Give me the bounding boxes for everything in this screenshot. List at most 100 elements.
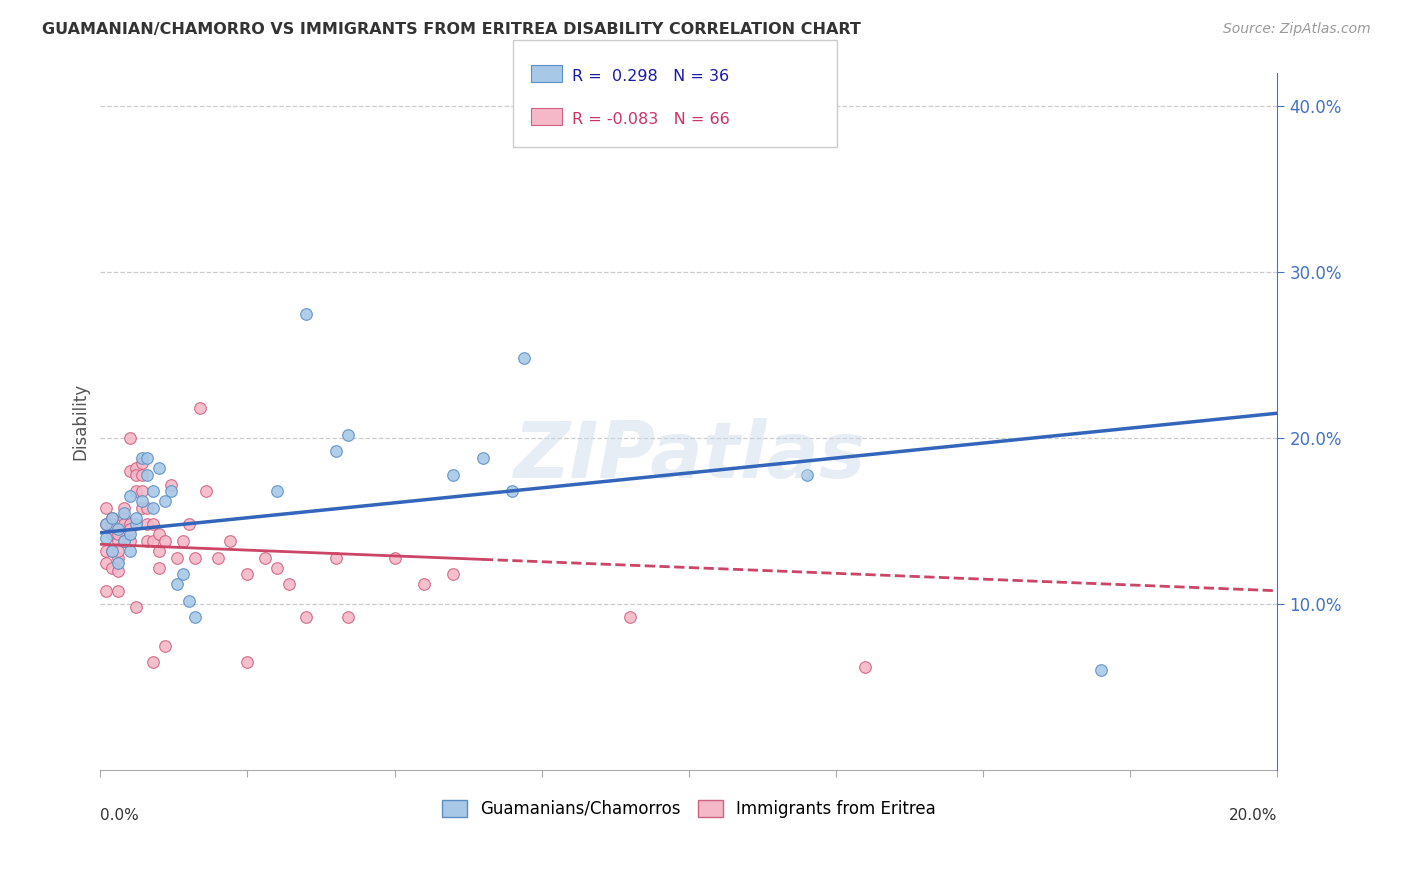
Text: GUAMANIAN/CHAMORRO VS IMMIGRANTS FROM ERITREA DISABILITY CORRELATION CHART: GUAMANIAN/CHAMORRO VS IMMIGRANTS FROM ER… [42,22,860,37]
Point [112,517,135,532]
Point [118,517,141,532]
Point [277,577,299,591]
Point [443,467,465,482]
Point [118,489,141,503]
Point [118,533,141,548]
Point [148,461,170,475]
Point [153,639,176,653]
Point [513,351,536,366]
Point [118,431,141,445]
Point [501,484,523,499]
Point [1090,664,1112,678]
Point [336,610,359,624]
Point [101,527,124,541]
Point [172,533,194,548]
Point [112,506,135,520]
Point [107,556,129,570]
Point [107,550,129,565]
Point [101,544,124,558]
Point [207,550,229,565]
Text: R =  0.298   N = 36: R = 0.298 N = 36 [572,69,730,84]
Point [443,567,465,582]
Point [101,517,124,532]
Point [96,544,118,558]
Point [190,401,212,416]
Point [325,550,347,565]
Legend: Guamanians/Chamorros, Immigrants from Eritrea: Guamanians/Chamorros, Immigrants from Er… [436,793,942,824]
Point [107,527,129,541]
Point [413,577,436,591]
Point [136,533,159,548]
Point [136,467,159,482]
Point [96,556,118,570]
Point [295,610,318,624]
Point [153,533,176,548]
Point [148,527,170,541]
Point [101,560,124,574]
Point [336,427,359,442]
Point [183,610,205,624]
Point [101,510,124,524]
Point [107,583,129,598]
Point [96,583,118,598]
Point [136,450,159,465]
Point [166,577,188,591]
Point [136,517,159,532]
Point [153,494,176,508]
Point [118,522,141,536]
Point [131,484,153,499]
Point [118,544,141,558]
Point [183,550,205,565]
Point [107,544,129,558]
Point [142,655,165,669]
Text: ZIPatlas: ZIPatlas [513,418,865,494]
Point [325,444,347,458]
Text: 0.0%: 0.0% [100,808,139,823]
Point [236,567,259,582]
Point [107,522,129,536]
Point [131,500,153,515]
Point [177,517,200,532]
Point [124,510,146,524]
Point [254,550,277,565]
Text: 20.0%: 20.0% [1229,808,1278,823]
Point [118,464,141,478]
Point [384,550,406,565]
Text: R = -0.083   N = 66: R = -0.083 N = 66 [572,112,730,128]
Point [131,456,153,470]
Point [112,533,135,548]
Point [471,450,494,465]
Point [124,467,146,482]
Point [160,484,183,499]
Text: Source: ZipAtlas.com: Source: ZipAtlas.com [1223,22,1371,37]
Point [131,450,153,465]
Point [172,567,194,582]
Point [101,544,124,558]
Point [124,461,146,475]
Point [195,484,218,499]
Point [619,610,641,624]
Point [118,527,141,541]
Point [218,533,240,548]
Point [166,550,188,565]
Point [131,467,153,482]
Point [160,477,183,491]
Point [96,531,118,545]
Point [112,510,135,524]
Point [148,544,170,558]
Point [107,533,129,548]
Point [142,517,165,532]
Point [96,517,118,532]
Point [295,307,318,321]
Point [107,564,129,578]
Point [148,560,170,574]
Point [124,600,146,615]
Point [131,494,153,508]
Point [266,560,288,574]
Point [101,510,124,524]
Point [796,467,818,482]
Point [142,484,165,499]
Point [136,500,159,515]
Point [124,517,146,532]
Point [112,500,135,515]
